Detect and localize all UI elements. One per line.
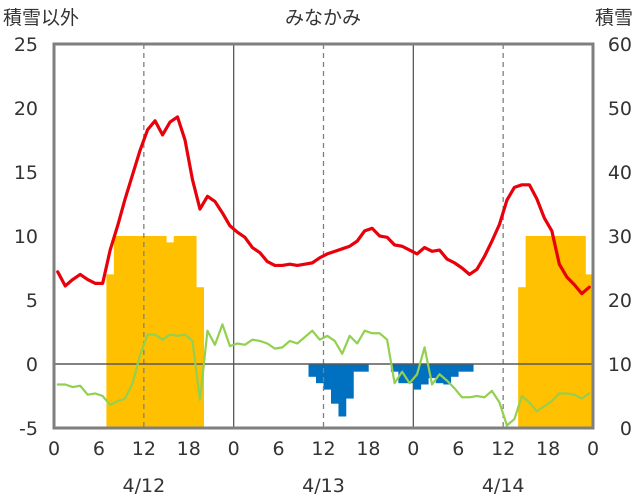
bar-3-64 bbox=[533, 236, 541, 428]
bar-2-48 bbox=[413, 364, 422, 390]
bar-2-49 bbox=[420, 364, 429, 385]
bar-2-41 bbox=[360, 364, 369, 372]
tick-labels: -5 0 5 10 15 20 25 0 10 20 30 40 50 60 0 6 12 18 0 6 12 18 0 6 1… bbox=[14, 34, 632, 497]
ytick-right: 20 bbox=[608, 290, 632, 312]
ytick-left: 5 bbox=[26, 290, 38, 312]
bar-3-11 bbox=[136, 236, 145, 428]
bar-2-39 bbox=[345, 364, 354, 399]
plot-frame bbox=[52, 42, 595, 430]
bar-2-53 bbox=[450, 364, 459, 377]
bar-2-45 bbox=[390, 364, 399, 372]
line-series-1 bbox=[56, 323, 591, 427]
xtick: 6 bbox=[452, 438, 464, 460]
xtick: 0 bbox=[587, 438, 599, 460]
ytick-right: 50 bbox=[608, 98, 632, 120]
snow-depth-bars bbox=[106, 236, 594, 428]
ytick-left: 20 bbox=[14, 98, 38, 120]
xtick: 6 bbox=[273, 438, 285, 460]
bar-3-69 bbox=[570, 236, 579, 428]
ytick-left: 10 bbox=[14, 226, 38, 248]
bar-3-13 bbox=[151, 236, 160, 428]
ytick-right: 60 bbox=[608, 34, 632, 56]
ylabel-right: 積雪 bbox=[595, 7, 633, 29]
bar-2-37 bbox=[330, 364, 339, 404]
bar-3-71 bbox=[585, 274, 594, 428]
xtick: 12 bbox=[132, 438, 156, 460]
ytick-left: 15 bbox=[14, 162, 38, 184]
bar-3-65 bbox=[540, 236, 549, 428]
ytick-left: 25 bbox=[14, 34, 38, 56]
xtick: 0 bbox=[407, 438, 419, 460]
xtick: 18 bbox=[356, 438, 380, 460]
ytick-left: 0 bbox=[26, 354, 38, 376]
bar-2-35 bbox=[316, 364, 324, 384]
bar-2-50 bbox=[428, 364, 437, 379]
bar-3-7 bbox=[106, 274, 115, 428]
bar-2-40 bbox=[353, 364, 362, 372]
bar-3-10 bbox=[128, 236, 137, 428]
bar-3-19 bbox=[196, 287, 205, 428]
bar-3-17 bbox=[181, 236, 190, 428]
bar-3-62 bbox=[518, 287, 526, 428]
xtick: 18 bbox=[536, 438, 560, 460]
bar-2-34 bbox=[308, 364, 317, 377]
xtick: 0 bbox=[48, 438, 60, 460]
bar-3-14 bbox=[158, 236, 167, 428]
xtick: 0 bbox=[228, 438, 240, 460]
bar-3-8 bbox=[113, 236, 122, 428]
xtick: 6 bbox=[93, 438, 105, 460]
bar-3-18 bbox=[188, 236, 197, 428]
xtick: 18 bbox=[177, 438, 201, 460]
bar-2-38 bbox=[338, 364, 347, 417]
bar-3-9 bbox=[121, 236, 130, 428]
line-series-0 bbox=[56, 115, 591, 296]
ylabel-left: 積雪以外 bbox=[3, 7, 79, 29]
xtick: 12 bbox=[311, 438, 335, 460]
ytick-right: 10 bbox=[608, 354, 632, 376]
ytick-right: 30 bbox=[608, 226, 632, 248]
date-label: 4/14 bbox=[482, 475, 525, 497]
chart-title: みなかみ bbox=[285, 7, 361, 29]
bar-2-36 bbox=[323, 364, 332, 390]
bar-3-70 bbox=[578, 236, 586, 428]
date-label: 4/13 bbox=[302, 475, 345, 497]
date-label: 4/12 bbox=[122, 475, 165, 497]
bar-2-54 bbox=[458, 364, 467, 372]
bar-3-67 bbox=[555, 236, 564, 428]
ytick-right: 0 bbox=[620, 418, 632, 440]
bar-2-55 bbox=[465, 364, 474, 372]
ytick-left: -5 bbox=[19, 418, 38, 440]
bar-2-47 bbox=[405, 364, 414, 384]
xtick: 12 bbox=[491, 438, 515, 460]
bar-3-66 bbox=[548, 236, 556, 428]
ytick-right: 40 bbox=[608, 162, 632, 184]
bar-3-12 bbox=[143, 236, 152, 428]
bar-3-68 bbox=[563, 236, 571, 428]
precip-bars bbox=[308, 364, 474, 417]
bar-3-16 bbox=[173, 236, 182, 428]
bar-3-63 bbox=[525, 236, 534, 428]
bar-2-52 bbox=[443, 364, 452, 385]
